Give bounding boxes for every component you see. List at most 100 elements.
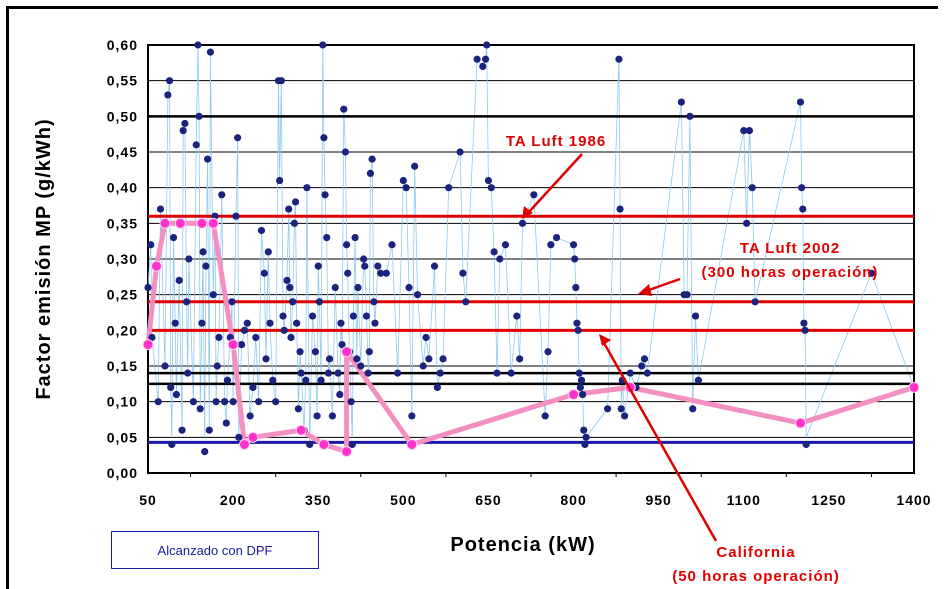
data-point xyxy=(436,369,444,377)
data-point xyxy=(643,369,651,377)
chart-frame xyxy=(6,6,939,589)
data-point xyxy=(279,312,287,320)
data-point xyxy=(419,362,427,370)
envelope-point xyxy=(341,446,353,458)
data-point xyxy=(686,112,694,120)
data-point xyxy=(479,62,487,70)
y-tick-label: 0,20 xyxy=(107,322,138,338)
data-point xyxy=(801,326,809,334)
data-point xyxy=(328,412,337,420)
data-point xyxy=(255,398,263,406)
data-point xyxy=(405,283,413,292)
data-point xyxy=(462,298,470,306)
x-tick-label: 50 xyxy=(139,492,157,508)
data-point xyxy=(222,419,230,427)
series-1-line xyxy=(148,45,914,445)
data-point xyxy=(195,112,203,120)
data-point xyxy=(445,184,453,192)
envelope-point xyxy=(227,339,239,351)
data-point xyxy=(154,398,162,406)
data-point xyxy=(357,362,365,370)
data-point xyxy=(325,355,334,363)
data-point xyxy=(338,341,346,349)
y-axis-title: Factor emisión MP (g/kWh) xyxy=(33,118,55,399)
x-tick-label: 650 xyxy=(475,492,501,508)
data-point xyxy=(347,398,355,406)
data-point xyxy=(297,369,305,377)
data-point xyxy=(580,426,588,434)
data-point xyxy=(147,241,155,249)
data-point xyxy=(264,248,272,256)
data-point xyxy=(201,448,209,456)
data-point xyxy=(626,369,634,377)
data-point xyxy=(342,241,351,249)
data-point xyxy=(303,184,311,192)
data-point xyxy=(156,205,165,213)
data-point xyxy=(178,426,186,434)
data-point xyxy=(287,333,295,342)
y-tick-label: 0,30 xyxy=(107,251,138,267)
data-point xyxy=(348,440,356,449)
envelope-point xyxy=(159,217,171,229)
data-point xyxy=(228,298,236,306)
data-point xyxy=(490,248,498,256)
envelope-point xyxy=(568,389,580,401)
data-point xyxy=(246,412,254,420)
data-point xyxy=(272,398,280,406)
data-point xyxy=(194,41,202,49)
data-point xyxy=(615,55,623,63)
data-point xyxy=(621,412,629,420)
data-point xyxy=(413,291,422,299)
data-point xyxy=(235,433,243,441)
data-point xyxy=(638,362,646,370)
data-point xyxy=(317,376,325,384)
envelope-point xyxy=(247,431,259,443)
data-point xyxy=(577,376,586,384)
data-point xyxy=(368,155,376,163)
data-point xyxy=(411,162,419,170)
data-point xyxy=(493,369,501,377)
data-point xyxy=(199,248,207,256)
data-point xyxy=(212,398,220,406)
data-point xyxy=(257,226,266,235)
data-point xyxy=(430,262,439,270)
data-point xyxy=(285,205,293,213)
data-point xyxy=(572,283,580,292)
data-point xyxy=(289,298,297,306)
annotation-arrow-1986 xyxy=(527,153,583,214)
data-point xyxy=(290,219,298,227)
data-point xyxy=(683,291,691,299)
data-point xyxy=(144,283,152,292)
data-point xyxy=(232,212,240,220)
data-point xyxy=(260,269,268,277)
envelope-point xyxy=(174,217,186,229)
data-point xyxy=(530,191,538,199)
data-point xyxy=(362,312,371,320)
y-tick-label: 0,60 xyxy=(107,37,138,53)
data-point xyxy=(203,155,212,163)
data-point xyxy=(473,55,481,63)
y-tick-label: 0,55 xyxy=(107,73,138,89)
data-point xyxy=(353,355,361,363)
data-point xyxy=(573,319,581,327)
data-point xyxy=(575,369,583,377)
data-point xyxy=(743,219,751,227)
data-point xyxy=(798,184,806,192)
data-point xyxy=(399,176,407,185)
envelope-point xyxy=(196,217,208,229)
data-point xyxy=(185,255,193,263)
data-point xyxy=(323,234,331,242)
data-point xyxy=(745,127,754,135)
data-point xyxy=(487,184,495,192)
x-tick-label: 1250 xyxy=(811,492,846,508)
data-point xyxy=(365,348,373,356)
data-point xyxy=(215,333,223,342)
data-point xyxy=(148,333,156,342)
annotation-arrowhead-1986 xyxy=(522,206,533,219)
annotation-arrowhead-2002 xyxy=(638,284,652,296)
data-point xyxy=(382,269,390,277)
data-point xyxy=(513,312,521,320)
data-point xyxy=(189,398,197,406)
data-point xyxy=(459,269,467,277)
data-point xyxy=(209,291,217,299)
